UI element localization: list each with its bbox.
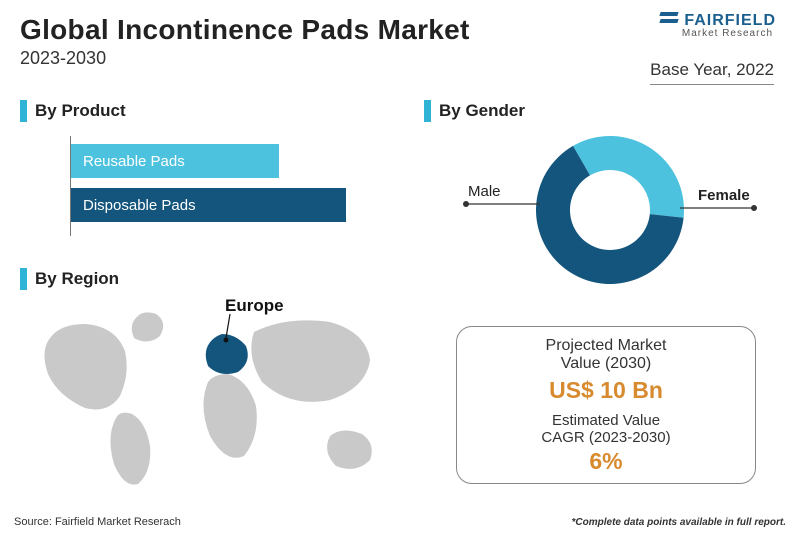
bar-fill: Disposable Pads [71, 188, 346, 222]
page-title: Global Incontinence Pads Market [20, 14, 470, 46]
stats-line-1: Projected MarketValue (2030) [465, 337, 747, 374]
bar-fill: Reusable Pads [71, 144, 279, 178]
section-product-text: By Product [35, 101, 126, 121]
section-region-label: By Region [20, 268, 119, 290]
section-region-text: By Region [35, 269, 119, 289]
logo-subtitle: Market Research [682, 28, 776, 39]
donut-slice [573, 136, 684, 218]
stats-value-1: US$ 10 Bn [465, 377, 747, 404]
page-header: Global Incontinence Pads Market 2023-203… [20, 14, 470, 69]
region-highlight-label: Europe [225, 296, 284, 316]
region-map: Europe [30, 296, 410, 496]
section-accent-icon [20, 268, 27, 290]
donut-label-male: Male [468, 183, 501, 200]
donut-svg: Male Female [460, 118, 760, 308]
section-product-label: By Product [20, 100, 126, 122]
gender-donut-chart: Male Female [460, 118, 760, 308]
stats-value-2: 6% [465, 448, 747, 475]
world-map-icon [30, 296, 410, 496]
stats-box: Projected MarketValue (2030) US$ 10 Bn E… [456, 326, 756, 484]
section-accent-icon [424, 100, 431, 122]
stats-line-2: Estimated ValueCAGR (2023-2030) [465, 412, 747, 447]
bar-row: Disposable Pads [71, 188, 346, 222]
bar-row: Reusable Pads [71, 144, 279, 178]
donut-label-female: Female [698, 187, 750, 204]
section-accent-icon [20, 100, 27, 122]
base-year-label: Base Year, 2022 [650, 60, 774, 80]
logo-stripes-icon [660, 12, 678, 26]
page-subtitle: 2023-2030 [20, 48, 470, 69]
source-footnote: Source: Fairfield Market Reserach [14, 516, 181, 528]
base-year: Base Year, 2022 [650, 60, 774, 85]
product-bar-chart: Reusable Pads Disposable Pads [70, 136, 360, 236]
footer-note: *Complete data points available in full … [572, 517, 786, 528]
brand-logo: FAIRFIELD Market Research [660, 12, 776, 39]
